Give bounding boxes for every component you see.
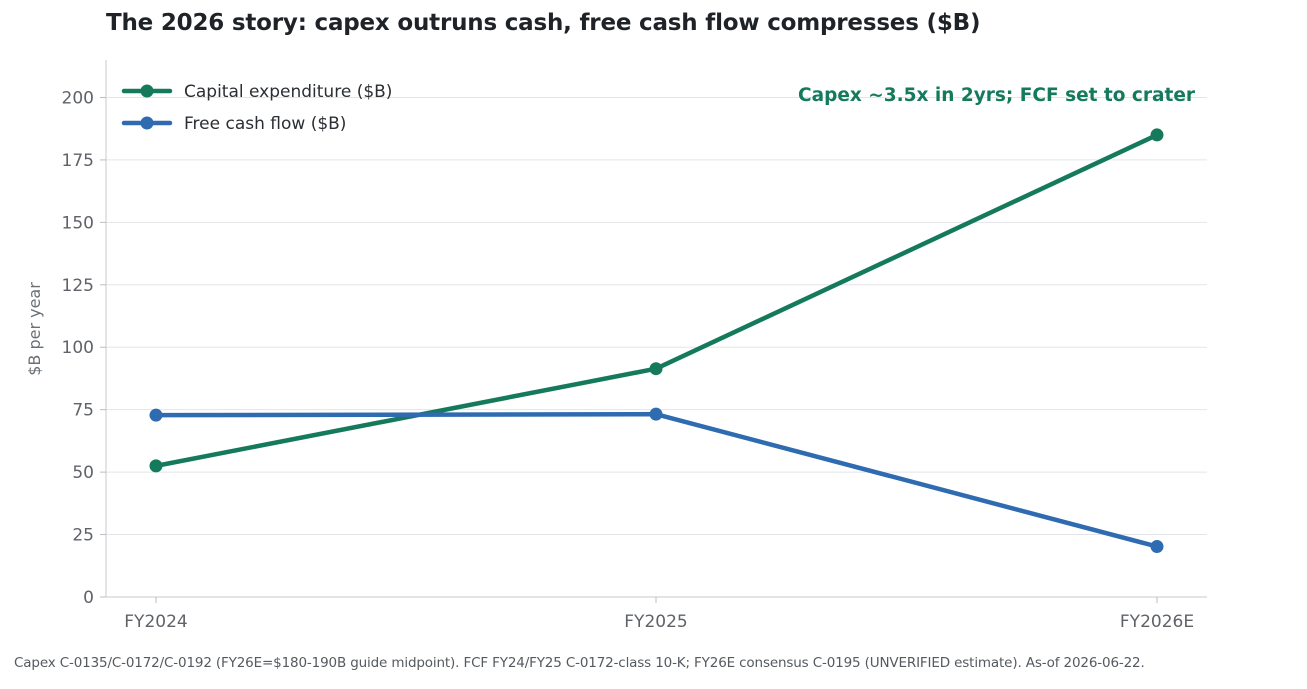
x-axis-ticks: FY2024 FY2025 FY2026E	[124, 597, 1194, 632]
chart-title: The 2026 story: capex outruns cash, free…	[106, 10, 981, 36]
y-tick-label: 75	[72, 401, 94, 421]
data-point-fcf	[649, 407, 663, 421]
y-tick-label: 0	[83, 588, 94, 608]
x-tick-label: FY2025	[624, 612, 687, 632]
x-tick-label: FY2026E	[1120, 612, 1194, 632]
y-axis-label: $B per year	[25, 282, 44, 376]
data-point-capex	[649, 362, 663, 376]
legend-marker-capex	[140, 84, 154, 98]
y-tick-label: 125	[62, 276, 94, 296]
legend-label-fcf: Free cash flow ($B)	[184, 114, 346, 134]
y-tick-label: 200	[62, 88, 94, 108]
series-line-fcf	[153, 411, 1160, 549]
y-tick-label: 25	[72, 526, 94, 546]
gridlines	[106, 96, 1207, 536]
y-tick-label: 100	[62, 338, 94, 358]
data-point-fcf	[1150, 540, 1164, 554]
source-footnote: Capex C-0135/C-0172/C-0192 (FY26E=$180-1…	[14, 655, 1145, 671]
data-point-capex	[1150, 128, 1164, 142]
series-layer	[149, 128, 1164, 554]
y-axis-ticks: 0 25 50 75 100 125 150 175 200	[62, 88, 106, 608]
y-tick-label: 175	[62, 151, 94, 171]
data-point-capex	[149, 459, 163, 473]
legend-label-capex: Capital expenditure ($B)	[184, 82, 392, 102]
legend: Capital expenditure ($B) Free cash flow (…	[121, 82, 392, 134]
y-tick-label: 50	[72, 463, 94, 483]
x-tick-label: FY2024	[124, 612, 187, 632]
legend-marker-fcf	[140, 116, 154, 130]
y-tick-label: 150	[62, 213, 94, 233]
chart-annotation: Capex ~3.5x in 2yrs; FCF set to crater	[798, 85, 1196, 106]
data-point-fcf	[149, 408, 163, 422]
